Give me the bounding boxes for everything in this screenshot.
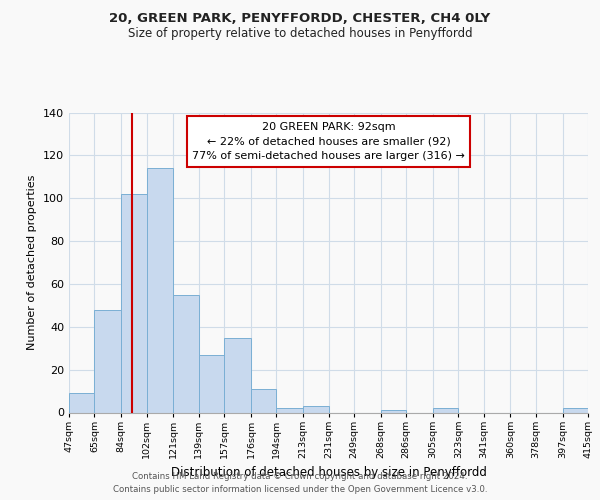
- Bar: [563, 408, 588, 412]
- Text: 20 GREEN PARK: 92sqm
← 22% of detached houses are smaller (92)
77% of semi-detac: 20 GREEN PARK: 92sqm ← 22% of detached h…: [192, 122, 465, 161]
- Text: 20, GREEN PARK, PENYFFORDD, CHESTER, CH4 0LY: 20, GREEN PARK, PENYFFORDD, CHESTER, CH4…: [109, 12, 491, 26]
- X-axis label: Distribution of detached houses by size in Penyffordd: Distribution of detached houses by size …: [170, 466, 487, 479]
- Bar: [173, 294, 199, 412]
- Bar: [303, 406, 329, 412]
- Bar: [94, 310, 121, 412]
- Bar: [277, 408, 303, 412]
- Bar: [433, 408, 458, 412]
- Text: Contains HM Land Registry data © Crown copyright and database right 2024.
Contai: Contains HM Land Registry data © Crown c…: [113, 472, 487, 494]
- Bar: [380, 410, 406, 412]
- Bar: [224, 338, 251, 412]
- Y-axis label: Number of detached properties: Number of detached properties: [28, 175, 37, 350]
- Bar: [69, 393, 94, 412]
- Bar: [121, 194, 146, 412]
- Text: Size of property relative to detached houses in Penyffordd: Size of property relative to detached ho…: [128, 28, 472, 40]
- Bar: [251, 389, 277, 412]
- Bar: [146, 168, 173, 412]
- Bar: [199, 354, 224, 412]
